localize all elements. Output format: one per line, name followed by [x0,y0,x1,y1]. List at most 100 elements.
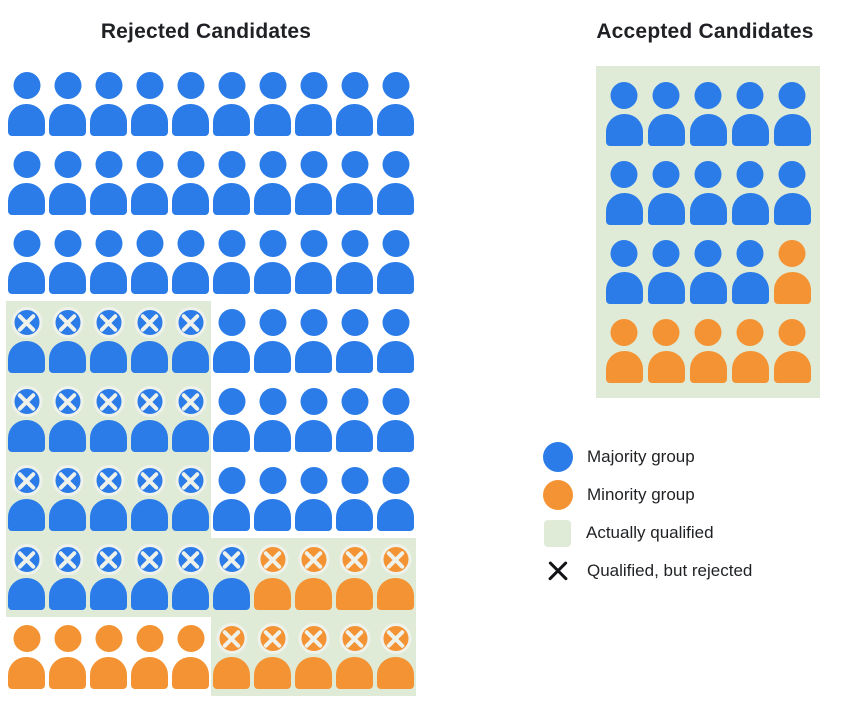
qualified-rejected-x-icon [216,544,247,575]
person-minority-icon [254,544,291,610]
candidate-cell-r7c9 [334,538,375,617]
person-majority-icon [336,230,373,294]
candidate-cell-r6c1 [6,459,47,538]
person-majority-icon [295,151,332,215]
qualified-rejected-x-icon [52,544,83,575]
person-minority-icon [377,623,414,689]
candidate-cell-r8c10 [375,617,416,696]
candidate-cell-r2c4 [129,143,170,222]
legend-item-minority-group: Minority group [543,480,752,510]
person-majority-icon [689,240,727,304]
legend-item-qualified-but-rejected: Qualified, but rejected [543,556,752,586]
person-majority-icon [295,467,332,531]
candidate-cell-r8c6 [211,617,252,696]
qualified-rejected-x-icon [380,544,411,575]
person-majority-icon [90,386,127,452]
person-majority-icon [172,230,209,294]
candidate-cell-r4c6 [211,301,252,380]
candidate-cell-r4c1 [603,311,645,390]
candidate-cell-r6c7 [252,459,293,538]
person-majority-icon [647,82,685,146]
person-majority-icon [213,309,250,373]
candidate-cell-r7c8 [293,538,334,617]
person-majority-icon [172,307,209,373]
person-majority-icon [131,544,168,610]
candidate-cell-r8c5 [170,617,211,696]
person-majority-icon [49,230,86,294]
candidate-cell-r1c8 [293,64,334,143]
candidate-cell-r3c6 [211,222,252,301]
legend-label-qualified-but-rejected: Qualified, but rejected [587,561,753,580]
person-majority-icon [8,307,45,373]
candidate-cell-r5c4 [129,380,170,459]
person-majority-icon [49,544,86,610]
person-majority-icon [49,307,86,373]
person-minority-icon [605,319,643,383]
person-majority-icon [90,465,127,531]
candidate-cell-r1c7 [252,64,293,143]
candidate-cell-r7c7 [252,538,293,617]
candidate-cell-r1c1 [603,74,645,153]
person-majority-icon [213,544,250,610]
candidate-cell-r5c3 [88,380,129,459]
qualified-rejected-x-icon [298,544,329,575]
person-majority-icon [8,151,45,215]
candidate-cell-r2c4 [729,153,771,232]
candidate-cell-r4c3 [88,301,129,380]
candidate-cell-r6c6 [211,459,252,538]
candidate-cell-r3c8 [293,222,334,301]
majority-group-icon [543,442,573,472]
person-majority-icon [172,544,209,610]
candidate-cell-r1c6 [211,64,252,143]
person-majority-icon [131,72,168,136]
person-minority-icon [689,319,727,383]
candidate-cell-r3c7 [252,222,293,301]
candidate-cell-r2c1 [6,143,47,222]
person-majority-icon [336,309,373,373]
person-majority-icon [773,82,811,146]
candidate-cell-r7c2 [47,538,88,617]
person-majority-icon [8,386,45,452]
qualified-rejected-x-icon [175,307,206,338]
person-majority-icon [377,72,414,136]
person-majority-icon [131,151,168,215]
candidate-cell-r2c2 [645,153,687,232]
person-majority-icon [773,161,811,225]
candidate-cell-r4c5 [170,301,211,380]
candidate-cell-r5c6 [211,380,252,459]
person-minority-icon [773,319,811,383]
person-majority-icon [377,151,414,215]
qualified-rejected-x-icon [93,386,124,417]
person-majority-icon [172,72,209,136]
qualified-rejected-x-icon [11,544,42,575]
person-majority-icon [8,230,45,294]
candidate-cell-r1c5 [771,74,813,153]
qualified-rejected-x-icon [175,465,206,496]
candidate-cell-r1c3 [687,74,729,153]
candidate-cell-r6c4 [129,459,170,538]
candidate-cell-r6c3 [88,459,129,538]
candidate-cell-r1c4 [729,74,771,153]
candidate-cell-r3c2 [645,232,687,311]
rejected-candidates-grid [6,64,416,696]
candidate-cell-r4c1 [6,301,47,380]
qualified-rejected-x-icon [339,544,370,575]
person-majority-icon [254,72,291,136]
candidate-cell-r3c10 [375,222,416,301]
candidate-cell-r6c5 [170,459,211,538]
candidate-cell-r4c2 [47,301,88,380]
person-minority-icon [295,544,332,610]
candidate-cell-r1c2 [47,64,88,143]
person-minority-icon [213,623,250,689]
candidate-cell-r4c8 [293,301,334,380]
qualified-rejected-x-icon [298,623,329,654]
person-majority-icon [90,151,127,215]
person-majority-icon [731,240,769,304]
minority-group-icon [543,480,573,510]
person-majority-icon [172,465,209,531]
person-majority-icon [131,307,168,373]
candidate-cell-r1c4 [129,64,170,143]
qualified-rejected-x-icon [134,544,165,575]
qualified-rejected-x-icon [11,386,42,417]
